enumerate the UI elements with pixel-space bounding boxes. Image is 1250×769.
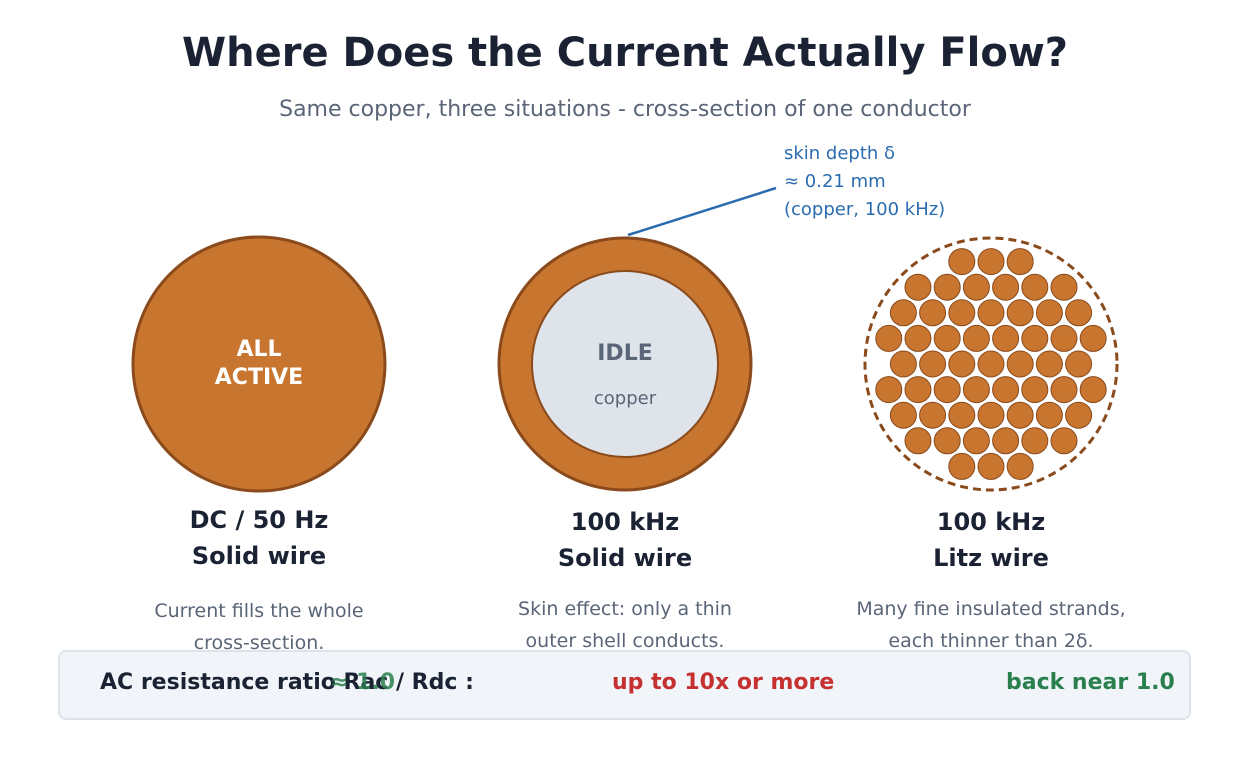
litz-strand (977, 401, 1005, 429)
copper-label: copper (594, 388, 657, 409)
litz-strand (933, 324, 961, 352)
panel-3-desc-line2: each thinner than 2δ. (888, 630, 1094, 652)
litz-strand (992, 273, 1020, 301)
litz-strand (919, 299, 947, 327)
litz-strand (948, 350, 976, 378)
litz-strand (1035, 299, 1063, 327)
litz-strand (977, 248, 1005, 276)
panel-1-heading: DC / 50 Hz Solid wire (109, 502, 409, 574)
litz-strand (1079, 376, 1107, 404)
litz-strand (1035, 401, 1063, 429)
litz-strand (1006, 350, 1034, 378)
litz-strand (1021, 376, 1049, 404)
litz-strand (962, 324, 990, 352)
panel-2-heading: 100 kHz Solid wire (475, 504, 775, 576)
litz-strand (1079, 324, 1107, 352)
panel-2-desc-line1: Skin effect: only a thin (518, 598, 732, 620)
litz-strands (875, 248, 1107, 480)
litz-strand (1006, 452, 1034, 480)
litz-strand (904, 324, 932, 352)
litz-strand (962, 273, 990, 301)
litz-strand (1035, 350, 1063, 378)
ratio-value-skin: up to 10x or more (612, 670, 835, 695)
litz-wire-cross-section (863, 236, 1119, 492)
idle-copper-core (531, 270, 719, 458)
resistance-ratio-label: AC resistance ratio Rac / Rdc : (100, 670, 474, 695)
litz-strand (1021, 324, 1049, 352)
skin-depth-line1: skin depth δ (784, 143, 896, 164)
diagram-subtitle: Same copper, three situations - cross-se… (279, 97, 971, 122)
panel-1-heading-line1: DC / 50 Hz (189, 506, 329, 534)
idle-label: IDLE (597, 341, 653, 366)
litz-strand (977, 299, 1005, 327)
litz-strand (1050, 273, 1078, 301)
litz-strand (962, 376, 990, 404)
panel-1-heading-line2: Solid wire (191, 542, 327, 570)
skin-depth-line2: ≈ 0.21 mm (784, 171, 886, 192)
litz-strand (875, 376, 903, 404)
skin-depth-leader-line (627, 186, 777, 237)
panel-1-description: Current fills the whole cross-section. (99, 595, 419, 659)
litz-strand (948, 401, 976, 429)
panel-3-heading-line1: 100 kHz (936, 508, 1046, 536)
litz-strand (992, 376, 1020, 404)
litz-strand (1006, 299, 1034, 327)
litz-strand (889, 299, 917, 327)
all-active-label-line2: ACTIVE (215, 365, 303, 390)
litz-strand (1065, 350, 1093, 378)
solid-wire-dc-cross-section: ALL ACTIVE (131, 235, 387, 493)
litz-strand (919, 350, 947, 378)
litz-strand (977, 452, 1005, 480)
panel-2-desc-line2: outer shell conducts. (525, 630, 725, 652)
diagram-title: Where Does the Current Actually Flow? (182, 30, 1068, 76)
litz-strand (919, 401, 947, 429)
skin-depth-line3: (copper, 100 kHz) (784, 199, 946, 220)
litz-strand (1065, 299, 1093, 327)
panel-1-desc-line2: cross-section. (193, 632, 325, 654)
litz-strand (904, 427, 932, 455)
litz-strand (933, 376, 961, 404)
litz-strand (933, 427, 961, 455)
litz-strand (1050, 376, 1078, 404)
litz-strand (1006, 248, 1034, 276)
litz-strand (1021, 273, 1049, 301)
litz-strand (992, 427, 1020, 455)
litz-strand (962, 427, 990, 455)
panel-3-heading: 100 kHz Litz wire (841, 504, 1141, 576)
litz-strand (992, 324, 1020, 352)
litz-strand (904, 273, 932, 301)
panel-1-desc-line1: Current fills the whole (154, 600, 364, 622)
litz-strand (1021, 427, 1049, 455)
litz-strand (1050, 427, 1078, 455)
panel-2-heading-line1: 100 kHz (570, 508, 680, 536)
litz-strand (948, 248, 976, 276)
litz-strand (977, 350, 1005, 378)
panel-3-description: Many fine insulated strands, each thinne… (821, 593, 1161, 657)
ratio-value-litz: back near 1.0 (1006, 670, 1175, 695)
litz-strand (889, 401, 917, 429)
solid-wire-ac-cross-section: IDLE copper (497, 186, 777, 492)
solid-copper-disk (131, 235, 387, 493)
litz-strand (1065, 401, 1093, 429)
skin-depth-annotation: skin depth δ ≈ 0.21 mm (copper, 100 kHz) (784, 140, 945, 224)
litz-strand (948, 299, 976, 327)
litz-strand (1050, 324, 1078, 352)
panel-2-description: Skin effect: only a thin outer shell con… (465, 593, 785, 657)
litz-strand (875, 324, 903, 352)
panel-2-heading-line2: Solid wire (557, 544, 693, 572)
panel-3-desc-line1: Many fine insulated strands, (856, 598, 1126, 620)
all-active-label-line1: ALL (236, 337, 281, 362)
resistance-ratio-bar (58, 650, 1191, 720)
panel-3-heading-line2: Litz wire (933, 544, 1049, 572)
litz-strand (889, 350, 917, 378)
litz-strand (1006, 401, 1034, 429)
ratio-value-dc: ≈ 1.0 (330, 670, 396, 695)
litz-strand (904, 376, 932, 404)
litz-strand (933, 273, 961, 301)
litz-strand (948, 452, 976, 480)
